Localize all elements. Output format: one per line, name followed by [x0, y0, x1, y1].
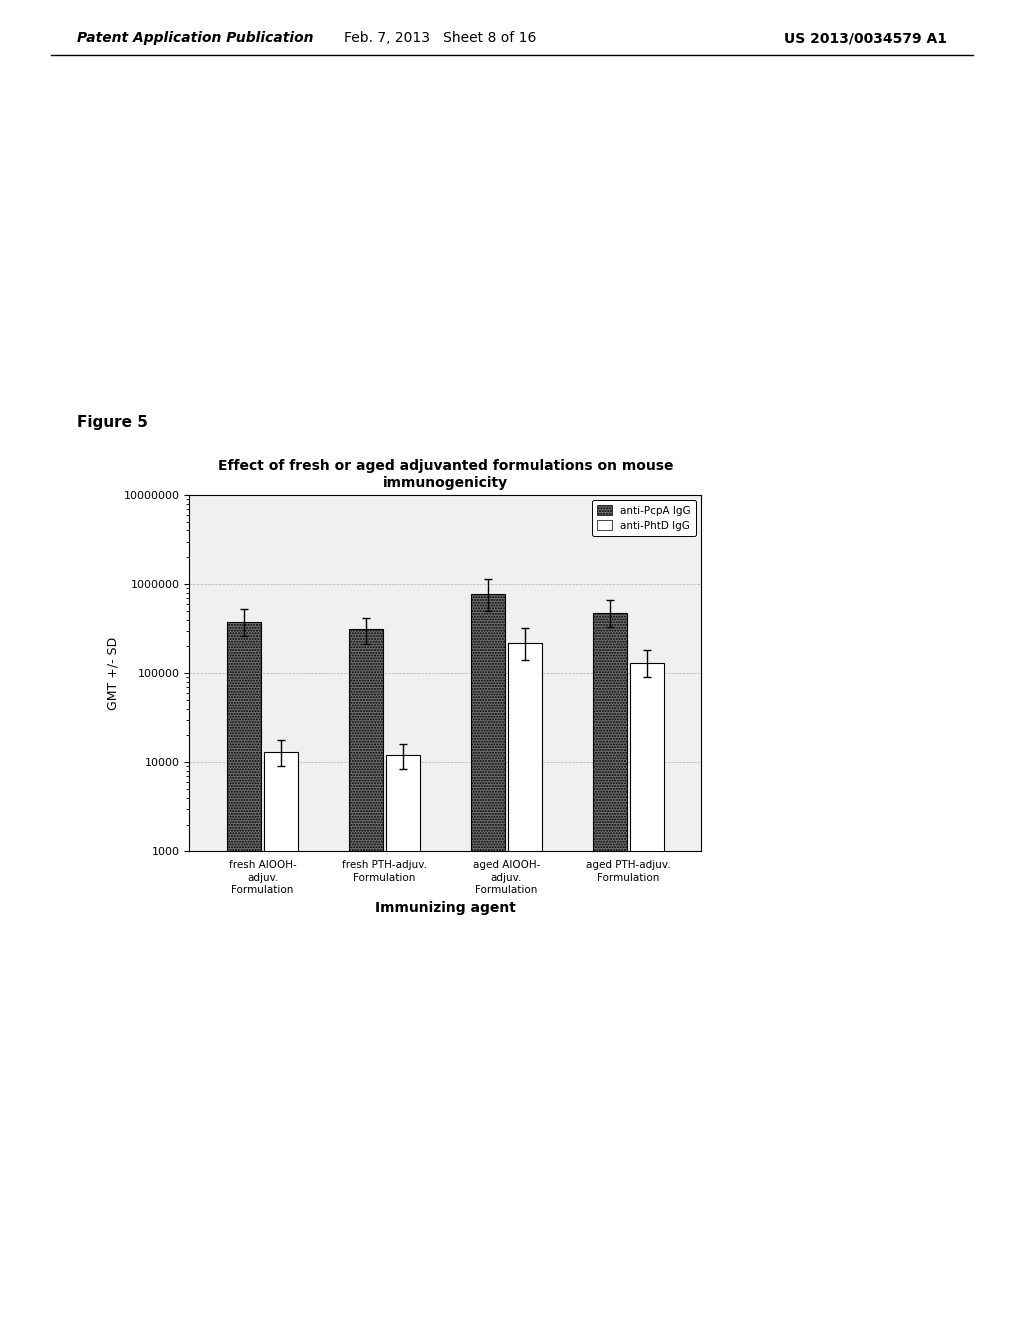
- Bar: [264, 752, 298, 1320]
- Text: Figure 5: Figure 5: [77, 416, 147, 430]
- Bar: [349, 630, 383, 1320]
- Bar: [471, 594, 505, 1320]
- Bar: [593, 612, 627, 1320]
- Text: Patent Application Publication: Patent Application Publication: [77, 32, 313, 45]
- Bar: [386, 755, 420, 1320]
- Y-axis label: GMT +/- SD: GMT +/- SD: [106, 636, 120, 710]
- Legend: anti-PcpA IgG, anti-PhtD IgG: anti-PcpA IgG, anti-PhtD IgG: [592, 500, 696, 536]
- Text: Feb. 7, 2013   Sheet 8 of 16: Feb. 7, 2013 Sheet 8 of 16: [344, 32, 537, 45]
- Text: US 2013/0034579 A1: US 2013/0034579 A1: [784, 32, 947, 45]
- Bar: [227, 622, 261, 1320]
- Bar: [630, 663, 664, 1320]
- Title: Effect of fresh or aged adjuvanted formulations on mouse
immunogenicity: Effect of fresh or aged adjuvanted formu…: [218, 459, 673, 490]
- X-axis label: Immunizing agent: Immunizing agent: [375, 900, 516, 915]
- Bar: [508, 643, 542, 1320]
